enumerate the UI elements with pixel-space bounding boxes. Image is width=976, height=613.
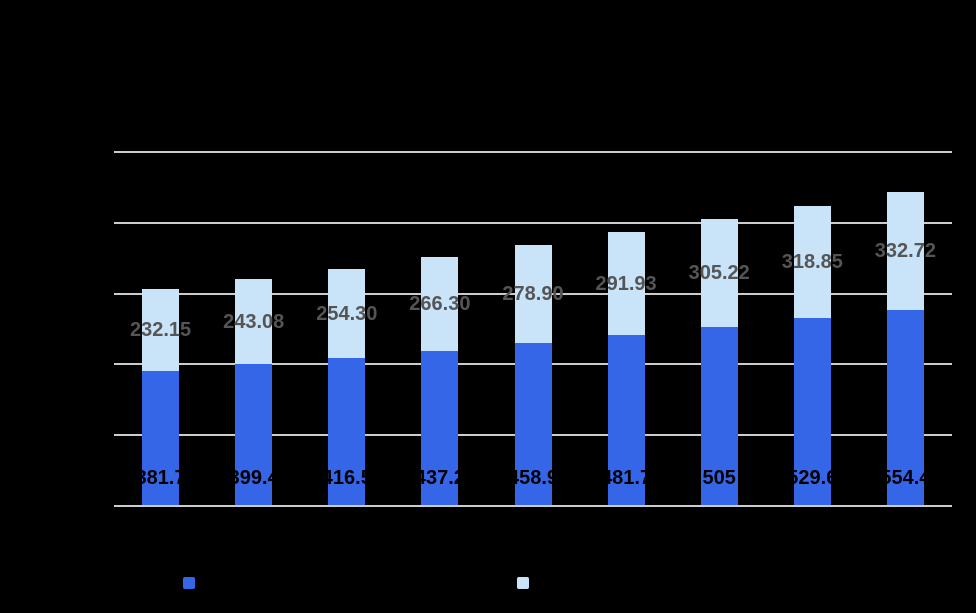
top-segment-value-label: 318.85 bbox=[781, 251, 843, 274]
top-segment-value-label: 291.93 bbox=[595, 272, 657, 295]
bar-segment-bottom bbox=[142, 370, 180, 506]
bottom-segment-value-label: 437.2 bbox=[414, 467, 465, 489]
bar-segment-top bbox=[142, 288, 180, 371]
bar-segment-bottom bbox=[607, 335, 645, 506]
bar-segment-bottom bbox=[514, 343, 552, 506]
bottom-segment-value-label: 381.7 bbox=[135, 467, 186, 489]
top-segment-value-label: 332.72 bbox=[874, 239, 936, 262]
bar-segment-top bbox=[607, 232, 645, 336]
bar-segment-bottom bbox=[421, 351, 459, 506]
bar-segment-top bbox=[235, 278, 273, 365]
legend-swatch-bottom-series[interactable] bbox=[183, 577, 195, 589]
bottom-segment-value-label: 416.5 bbox=[321, 467, 372, 489]
bar-segment-bottom bbox=[328, 358, 366, 506]
top-segment-value-label: 254.30 bbox=[316, 302, 378, 325]
x-axis-line bbox=[114, 504, 952, 507]
top-segment-value-label: 266.30 bbox=[409, 293, 471, 316]
bottom-segment-value-label: 458.9 bbox=[507, 467, 559, 489]
legend-swatch-top-series[interactable] bbox=[517, 577, 529, 589]
top-segment-value-label: 243.08 bbox=[223, 310, 285, 333]
bar-segment-bottom bbox=[700, 327, 738, 506]
top-segment-value-label: 305.22 bbox=[688, 262, 750, 285]
bar-segment-bottom bbox=[793, 318, 831, 506]
bottom-segment-value-label: 481.7 bbox=[601, 467, 652, 489]
bar-segment-top bbox=[514, 244, 552, 344]
gridline bbox=[114, 222, 952, 225]
bar-segment-top bbox=[700, 219, 738, 328]
bar-segment-bottom bbox=[235, 364, 273, 506]
bottom-segment-value-label: 529.6 bbox=[787, 467, 838, 489]
bar-segment-top bbox=[421, 257, 459, 352]
gridline bbox=[114, 151, 952, 154]
top-segment-value-label: 232.15 bbox=[130, 318, 192, 341]
bottom-segment-value-label: 399.4 bbox=[228, 467, 279, 489]
top-segment-value-label: 278.90 bbox=[502, 283, 564, 306]
bar-segment-top bbox=[886, 192, 924, 310]
bar-segment-top bbox=[793, 205, 831, 319]
bar-segment-top bbox=[328, 268, 366, 359]
bottom-segment-value-label: 554.4 bbox=[880, 467, 931, 489]
bottom-segment-value-label: 505 bbox=[702, 467, 736, 489]
bar-segment-bottom bbox=[886, 309, 924, 506]
